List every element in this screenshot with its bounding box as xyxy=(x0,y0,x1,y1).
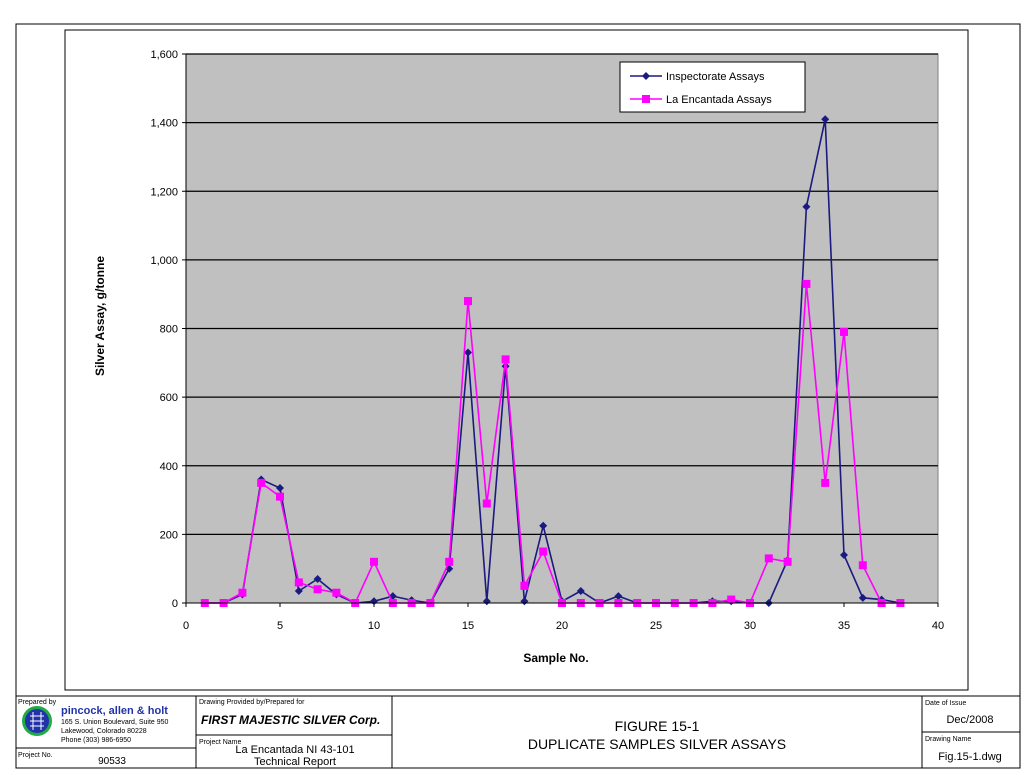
figure-number: FIGURE 15-1 xyxy=(615,718,700,734)
data-point-la-encantada-assays xyxy=(313,585,322,594)
company-name: pincock, allen & holt xyxy=(61,705,168,717)
data-point-la-encantada-assays xyxy=(783,557,792,566)
x-tick-label: 35 xyxy=(838,620,850,632)
data-point-la-encantada-assays xyxy=(858,561,867,570)
legend-box xyxy=(619,61,806,113)
date-label: Date of Issue xyxy=(925,700,966,707)
x-axis-label: Sample No. xyxy=(523,651,588,665)
data-point-inspectorate-assays xyxy=(313,574,322,583)
data-point-inspectorate-assays xyxy=(294,586,303,595)
company-address-line2: Lakewood, Colorado 80228 xyxy=(61,728,147,735)
data-point-inspectorate-assays xyxy=(539,521,548,530)
project-name-line1: La Encantada NI 43-101 xyxy=(235,744,354,756)
date-of-issue: Dec/2008 xyxy=(946,714,993,726)
data-point-la-encantada-assays xyxy=(238,588,247,597)
data-point-la-encantada-assays xyxy=(482,499,491,508)
data-point-la-encantada-assays xyxy=(840,327,848,336)
drawing-name: Fig.15-1.dwg xyxy=(938,751,1002,763)
data-point-inspectorate-assays xyxy=(464,348,472,357)
project-name-label: Project Name xyxy=(199,739,242,746)
data-point-inspectorate-assays xyxy=(614,592,623,601)
data-point-inspectorate-assays xyxy=(802,202,811,211)
data-point-la-encantada-assays xyxy=(370,557,378,566)
y-tick-label: 600 xyxy=(160,392,178,404)
data-point-la-encantada-assays xyxy=(821,478,830,487)
legend-marker-la-encantada xyxy=(642,95,650,103)
data-point-la-encantada-assays xyxy=(276,492,284,501)
project-name-line2: Technical Report xyxy=(254,756,336,768)
data-point-la-encantada-assays xyxy=(332,588,341,597)
x-tick-label: 0 xyxy=(183,620,189,632)
data-point-inspectorate-assays xyxy=(840,550,848,559)
data-point-la-encantada-assays xyxy=(727,595,736,604)
data-point-la-encantada-assays xyxy=(520,581,529,590)
drawing-name-label: Drawing Name xyxy=(925,736,971,743)
y-tick-label: 400 xyxy=(160,461,178,473)
x-tick-label: 5 xyxy=(277,620,283,632)
x-tick-label: 20 xyxy=(556,620,568,632)
company-address-line1: 165 S. Union Boulevard, Suite 950 xyxy=(61,719,169,726)
title-block: Prepared by pincock, allen & holt 165 S.… xyxy=(15,695,1021,769)
series-layer xyxy=(200,115,905,607)
data-point-la-encantada-assays xyxy=(294,578,303,587)
y-axis-ticks: 0 200 400 600 800 1,000 1,200 1,400 1,600 xyxy=(150,49,186,610)
x-tick-label: 40 xyxy=(932,620,944,632)
data-point-la-encantada-assays xyxy=(802,279,811,288)
y-tick-label: 800 xyxy=(160,324,178,336)
data-point-la-encantada-assays xyxy=(539,547,548,556)
y-axis-label: Silver Assay, g/tonne xyxy=(93,256,107,376)
figure-title: DUPLICATE SAMPLES SILVER ASSAYS xyxy=(528,736,786,752)
legend-label-inspectorate: Inspectorate Assays xyxy=(666,71,765,83)
data-point-la-encantada-assays xyxy=(764,554,773,563)
legend: Inspectorate Assays La Encantada Assays xyxy=(619,61,806,113)
client-name: FIRST MAJESTIC SILVER Corp. xyxy=(201,713,380,727)
legend-label-la-encantada: La Encantada Assays xyxy=(666,94,772,106)
prepared-by-label: Prepared by xyxy=(18,699,57,706)
x-tick-label: 25 xyxy=(650,620,662,632)
data-point-la-encantada-assays xyxy=(464,297,472,306)
data-point-inspectorate-assays xyxy=(858,593,867,602)
series-line-inspectorate-assays xyxy=(204,119,901,604)
pah-logo-icon xyxy=(22,706,52,736)
y-tick-label: 200 xyxy=(160,529,178,541)
y-tick-label: 1,400 xyxy=(150,118,178,130)
y-tick-label: 0 xyxy=(172,598,178,610)
data-point-la-encantada-assays xyxy=(445,557,454,566)
drawing-provided-label: Drawing Provided by/Prepared for xyxy=(199,699,305,706)
company-phone: Phone (303) 986-6950 xyxy=(61,737,131,744)
data-point-la-encantada-assays xyxy=(501,355,510,364)
data-point-inspectorate-assays xyxy=(276,484,284,493)
data-point-inspectorate-assays xyxy=(821,115,830,124)
legend-marker-inspectorate xyxy=(642,72,650,80)
y-tick-label: 1,600 xyxy=(150,49,178,61)
project-no: 90533 xyxy=(98,756,126,767)
x-tick-label: 15 xyxy=(462,620,474,632)
data-point-la-encantada-assays xyxy=(257,478,266,487)
y-tick-label: 1,200 xyxy=(150,186,178,198)
y-tick-label: 1,000 xyxy=(150,255,178,267)
gridlines xyxy=(186,53,938,535)
x-axis-ticks: 0 5 10 15 20 25 30 35 40 xyxy=(183,603,944,632)
project-no-label: Project No. xyxy=(18,752,53,759)
x-tick-label: 30 xyxy=(744,620,756,632)
data-point-inspectorate-assays xyxy=(576,586,585,595)
x-tick-label: 10 xyxy=(368,620,380,632)
